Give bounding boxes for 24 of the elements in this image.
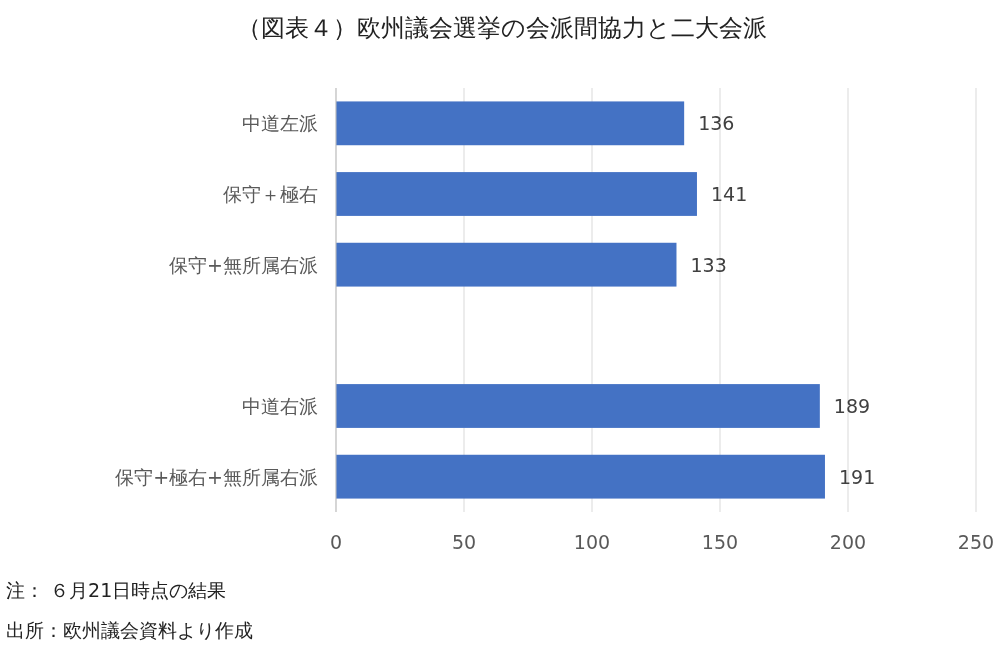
x-tick-label: 200 bbox=[829, 531, 867, 553]
text: 出所：欧州議会資料より作成 bbox=[6, 619, 253, 641]
x-tick-label: 150 bbox=[701, 531, 739, 553]
x-tick-label: 100 bbox=[573, 531, 611, 553]
bar bbox=[336, 454, 825, 499]
text: 注： ６月21日時点の結果 bbox=[6, 579, 227, 601]
x-tick-label: 0 bbox=[329, 531, 343, 553]
y-tick-label: 保守＋極右 bbox=[223, 183, 318, 205]
data-label: 189 bbox=[833, 395, 871, 417]
chart-title: （図表４）欧州議会選挙の会派間協力と二大会派 bbox=[237, 14, 767, 42]
y-tick-label: 中道左派 bbox=[242, 112, 318, 135]
bar bbox=[336, 172, 697, 216]
x-tick-label: 50 bbox=[451, 531, 477, 553]
data-label: 133 bbox=[690, 253, 727, 276]
data-label: 136 bbox=[698, 112, 735, 135]
data-label: 141 bbox=[710, 183, 748, 205]
bar bbox=[336, 242, 677, 287]
bar bbox=[336, 101, 685, 146]
x-tick-label: 250 bbox=[957, 531, 995, 553]
y-tick-label: 中道右派 bbox=[242, 395, 318, 417]
y-tick-label: 保守+極右+無所属右派 bbox=[115, 465, 318, 488]
y-tick-label: 保守+無所属右派 bbox=[169, 253, 318, 276]
bar bbox=[336, 384, 820, 428]
data-label: 191 bbox=[838, 465, 876, 488]
